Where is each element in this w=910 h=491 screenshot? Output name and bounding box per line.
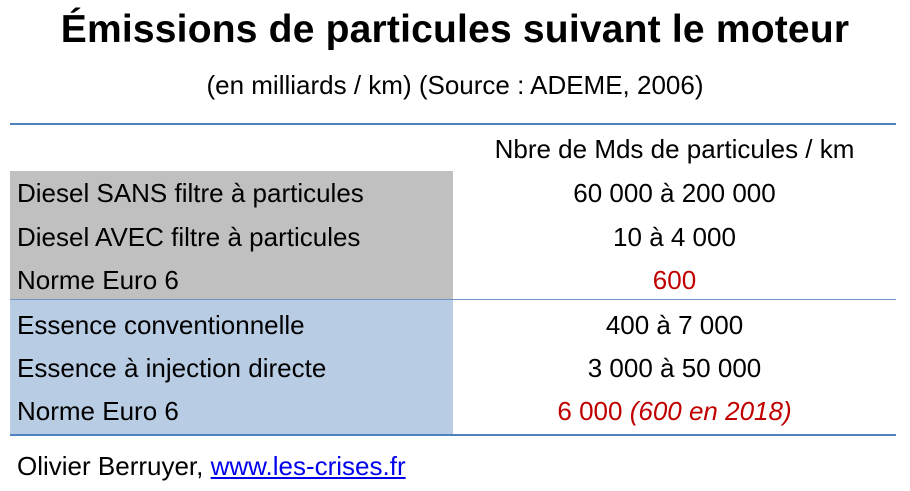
row-value: 3 000 à 50 000 bbox=[587, 353, 762, 383]
footer-link[interactable]: www.les-crises.fr bbox=[210, 451, 406, 481]
table-row-essence-conventionnelle: Essence conventionnelle 400 à 7 000 bbox=[10, 303, 896, 347]
row-label: Essence conventionnelle bbox=[17, 310, 305, 340]
table-row-diesel-sans-filtre: Diesel SANS filtre à particules 60 000 à… bbox=[10, 171, 896, 215]
diesel-group-shading bbox=[10, 171, 453, 299]
row-value-note: (600 en 2018) bbox=[629, 396, 792, 426]
row-value: 10 à 4 000 bbox=[613, 222, 736, 252]
chart-subtitle: (en milliards / km) (Source : ADEME, 200… bbox=[206, 70, 704, 100]
essence-group-shading bbox=[10, 300, 453, 434]
chart-title: Émissions de particules suivant le moteu… bbox=[60, 8, 850, 51]
row-label: Diesel SANS filtre à particules bbox=[17, 178, 364, 208]
row-value: 60 000 à 200 000 bbox=[573, 178, 776, 208]
footer-credit: Olivier Berruyer, www.les-crises.fr bbox=[17, 446, 406, 486]
column-header: Nbre de Mds de particules / km bbox=[494, 134, 855, 164]
row-value-main: 6 000 bbox=[557, 396, 623, 426]
row-value-highlight: 6 000 (600 en 2018) bbox=[453, 389, 896, 433]
row-label: Essence à injection directe bbox=[17, 353, 327, 383]
footer-author: Olivier Berruyer, bbox=[17, 451, 211, 481]
bottom-rule bbox=[10, 434, 896, 436]
group-divider bbox=[10, 299, 896, 300]
table-row-diesel-euro6: Norme Euro 6 600 bbox=[10, 258, 896, 302]
row-label: Norme Euro 6 bbox=[17, 396, 179, 426]
row-value-highlight: 600 bbox=[652, 265, 697, 295]
table-row-essence-euro6: Norme Euro 6 6 000 (600 en 2018) bbox=[10, 389, 896, 433]
row-label: Diesel AVEC filtre à particules bbox=[17, 222, 361, 252]
table-row-essence-injection-directe: Essence à injection directe 3 000 à 50 0… bbox=[10, 346, 896, 390]
row-label: Norme Euro 6 bbox=[17, 265, 179, 295]
top-rule bbox=[10, 123, 896, 125]
table-row-diesel-avec-filtre: Diesel AVEC filtre à particules 10 à 4 0… bbox=[10, 215, 896, 259]
row-value: 400 à 7 000 bbox=[605, 310, 744, 340]
